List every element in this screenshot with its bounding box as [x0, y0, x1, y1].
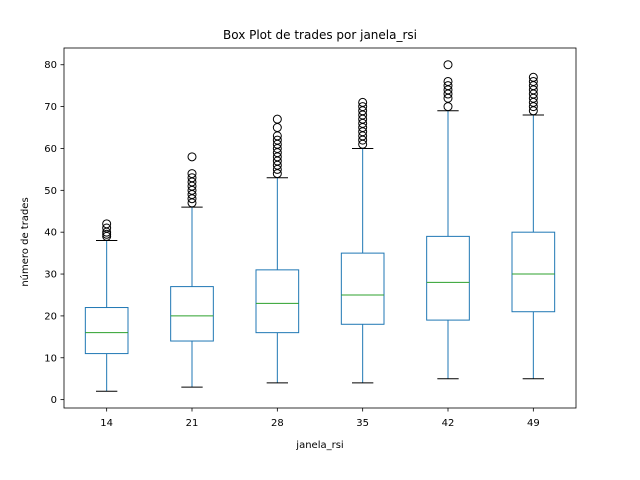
outlier-point — [443, 76, 453, 86]
box-group-49 — [511, 72, 556, 380]
outlier-point — [443, 60, 453, 70]
outlier-point — [528, 76, 538, 86]
x-tick-label: 42 — [442, 418, 455, 429]
box-group-14 — [84, 219, 129, 392]
iqr-box — [426, 235, 470, 321]
box-group-42 — [426, 60, 470, 380]
y-tick-label: 30 — [44, 270, 57, 281]
outlier-point — [102, 229, 112, 239]
outlier-point — [358, 97, 368, 107]
y-tick-label: 80 — [44, 60, 57, 71]
x-tick-label: 49 — [527, 418, 540, 429]
plot-content — [84, 60, 556, 392]
outlier-point — [187, 169, 197, 179]
x-tick-label: 14 — [100, 418, 113, 429]
iqr-box — [84, 307, 129, 355]
x-axis: 14 21 28 35 42 49 — [100, 408, 540, 429]
outlier-point — [528, 72, 538, 82]
outlier-point — [102, 219, 112, 229]
y-tick-label: 20 — [44, 311, 57, 322]
plot-area-frame — [63, 47, 577, 409]
outlier-point — [358, 102, 368, 112]
x-tick-label: 28 — [271, 418, 284, 429]
chart-title: Box Plot de trades por janela_rsi — [223, 28, 417, 42]
outlier-point — [272, 135, 282, 145]
y-axis: 0 10 20 30 40 50 60 70 80 — [44, 60, 64, 406]
y-axis-label: número de trades — [19, 197, 31, 286]
x-tick-label: 21 — [186, 418, 199, 429]
box-group-35 — [340, 97, 385, 384]
iqr-box — [255, 269, 300, 334]
outlier-point — [443, 81, 453, 91]
y-tick-label: 10 — [44, 353, 57, 364]
iqr-box — [340, 252, 385, 325]
iqr-box — [170, 286, 214, 342]
outlier-point — [187, 173, 197, 183]
x-axis-label: janela_rsi — [295, 440, 343, 451]
box-group-21 — [170, 152, 214, 388]
iqr-box — [511, 231, 556, 313]
y-tick-label: 60 — [44, 144, 57, 155]
box-group-28 — [255, 114, 300, 384]
outlier-point — [187, 152, 197, 162]
outlier-point — [272, 114, 282, 124]
y-tick-label: 70 — [44, 102, 57, 113]
outlier-point — [102, 223, 112, 233]
y-tick-label: 0 — [51, 395, 57, 406]
y-tick-label: 50 — [44, 186, 57, 197]
y-tick-label: 40 — [44, 228, 57, 239]
x-tick-label: 35 — [356, 418, 369, 429]
